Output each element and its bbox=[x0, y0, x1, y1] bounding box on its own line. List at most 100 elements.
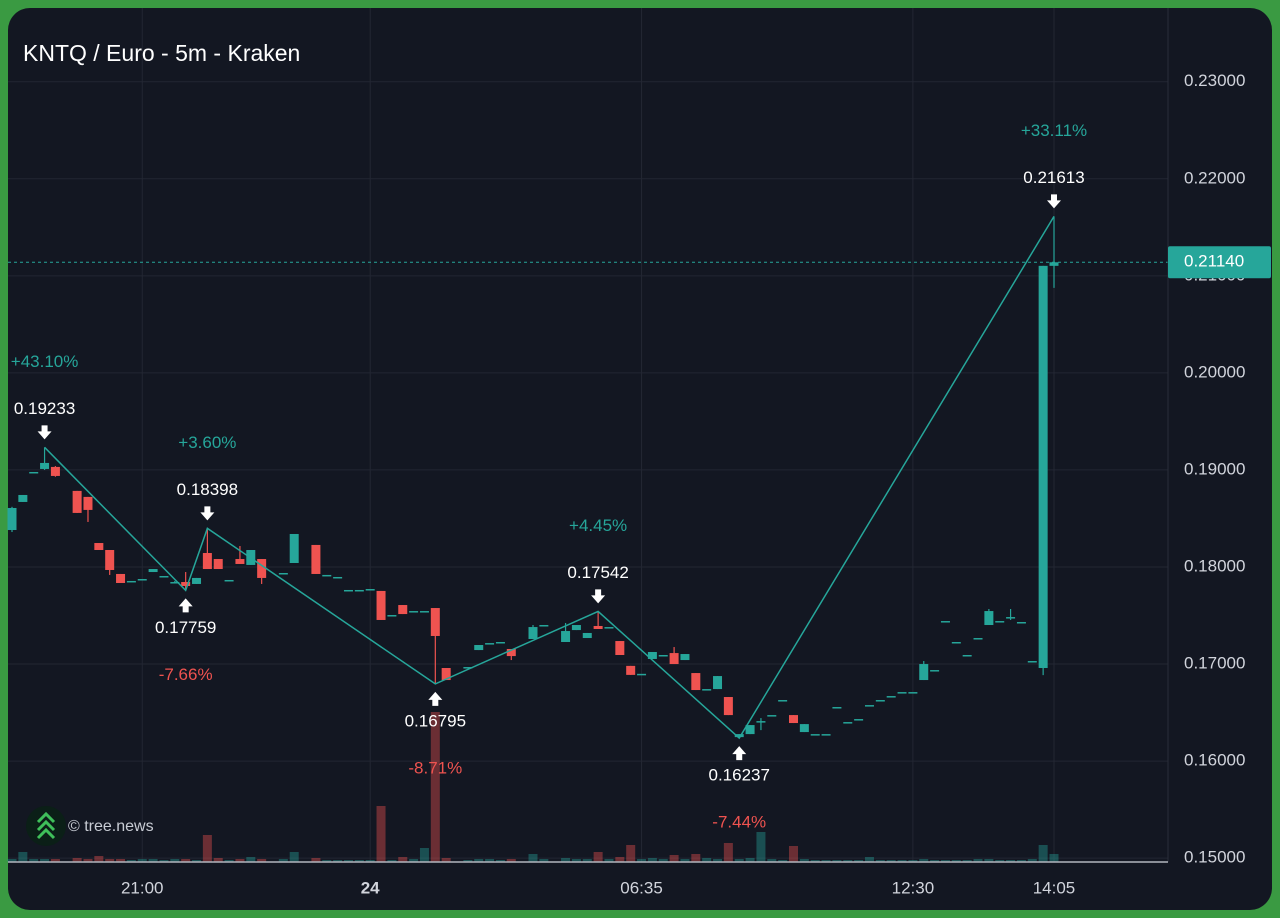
candle-body bbox=[571, 625, 581, 631]
volume-bar bbox=[50, 859, 60, 862]
volume-bar bbox=[83, 859, 93, 862]
candle-body bbox=[485, 643, 495, 645]
volume-bar bbox=[561, 858, 571, 862]
pivot-arrow bbox=[591, 589, 606, 604]
candle-body bbox=[702, 689, 712, 691]
candle-body bbox=[181, 582, 191, 587]
candle-body bbox=[658, 655, 668, 657]
volume-bar bbox=[126, 860, 136, 862]
candle-body bbox=[886, 696, 896, 698]
candle-body bbox=[441, 668, 451, 681]
watermark-text: © tree.news bbox=[68, 818, 154, 835]
candle-body bbox=[387, 615, 397, 617]
volume-bar bbox=[778, 860, 788, 862]
candle-body bbox=[202, 553, 212, 570]
candle-body bbox=[626, 665, 636, 675]
candle-body bbox=[864, 705, 874, 707]
candle-body bbox=[637, 673, 647, 676]
volume-bar bbox=[832, 860, 842, 862]
volume-bar bbox=[984, 859, 994, 862]
chart-title: KNTQ / Euro - 5m - Kraken bbox=[23, 40, 300, 66]
candle-body bbox=[365, 589, 375, 591]
volume-bar bbox=[940, 860, 950, 862]
watermark-logo bbox=[26, 806, 66, 846]
pivot-price: 0.19233 bbox=[14, 399, 75, 418]
pivot-price: 0.17542 bbox=[567, 563, 628, 582]
volume-bar bbox=[919, 859, 929, 862]
volume-bar bbox=[821, 860, 831, 862]
volume-bar bbox=[419, 848, 429, 862]
volume-bar bbox=[973, 859, 983, 862]
volume-bar bbox=[343, 860, 353, 862]
volume-bar bbox=[875, 860, 885, 862]
volume-bar bbox=[398, 857, 408, 862]
y-tick-label: 0.22000 bbox=[1184, 168, 1245, 187]
pivot-arrow bbox=[1047, 194, 1061, 209]
volume-bar bbox=[181, 859, 191, 862]
volume-bar bbox=[278, 859, 288, 862]
candle-body bbox=[495, 641, 505, 644]
panel bbox=[8, 8, 1272, 910]
volume-bar bbox=[224, 860, 234, 862]
volume-bar bbox=[626, 845, 636, 862]
pivot-price: 0.16237 bbox=[709, 766, 770, 785]
volume-bar bbox=[387, 860, 397, 862]
pivot-arrow bbox=[37, 425, 52, 440]
volume-bar bbox=[40, 859, 50, 862]
candle-body bbox=[213, 559, 223, 570]
candle-body bbox=[734, 734, 744, 738]
candle-body bbox=[669, 653, 679, 665]
volume-bar bbox=[854, 860, 864, 862]
volume-bar bbox=[1006, 860, 1016, 862]
y-tick-label: 0.20000 bbox=[1184, 362, 1245, 381]
volume-bar bbox=[1038, 845, 1048, 862]
candle-body bbox=[962, 655, 972, 657]
candle-body bbox=[615, 641, 625, 656]
volume-bar bbox=[311, 858, 321, 862]
pivot-change: +43.10% bbox=[11, 352, 79, 371]
volume-bar bbox=[995, 860, 1005, 862]
volume-bar bbox=[810, 860, 820, 862]
volume-bar bbox=[289, 852, 299, 862]
candle-body bbox=[1038, 265, 1048, 669]
candle-body bbox=[170, 582, 180, 584]
volume-bar bbox=[571, 859, 581, 862]
volume-bar bbox=[72, 858, 82, 862]
candle-body bbox=[18, 494, 28, 502]
candle-body bbox=[105, 549, 115, 570]
x-tick-label: 12:30 bbox=[892, 878, 935, 897]
y-tick-label: 0.16000 bbox=[1184, 751, 1245, 770]
candle-body bbox=[528, 627, 538, 639]
candle-body bbox=[1049, 262, 1059, 266]
candle-body bbox=[919, 664, 929, 681]
candle-body bbox=[930, 670, 940, 672]
candle-body bbox=[995, 621, 1005, 623]
pivot-arrow bbox=[428, 691, 443, 706]
volume-bar bbox=[745, 858, 755, 862]
candle-body bbox=[322, 574, 332, 577]
candle-body bbox=[506, 648, 516, 657]
pivot-arrow bbox=[732, 746, 747, 761]
volume-bar bbox=[463, 860, 473, 862]
candle-body bbox=[561, 631, 571, 642]
volume-bar bbox=[441, 858, 451, 862]
candle-body bbox=[376, 590, 386, 620]
volume-bar bbox=[1049, 854, 1059, 862]
watermark: © tree.news bbox=[26, 806, 154, 846]
volume-bar bbox=[886, 860, 896, 862]
pivot-change: -7.66% bbox=[159, 665, 213, 684]
volume-bar bbox=[430, 712, 440, 862]
candle-body bbox=[398, 605, 408, 615]
candle-body bbox=[767, 715, 777, 717]
volume-bar bbox=[506, 859, 516, 862]
candle-body bbox=[235, 559, 245, 564]
volume-bar bbox=[29, 859, 39, 862]
candle-body bbox=[430, 608, 440, 636]
candle-body bbox=[50, 466, 60, 476]
candle-body bbox=[343, 589, 353, 592]
volume-bar bbox=[864, 857, 874, 862]
volume-bar bbox=[658, 859, 668, 862]
candle-body bbox=[94, 543, 104, 550]
candle-body bbox=[713, 676, 723, 690]
volume-bar bbox=[7, 859, 17, 862]
